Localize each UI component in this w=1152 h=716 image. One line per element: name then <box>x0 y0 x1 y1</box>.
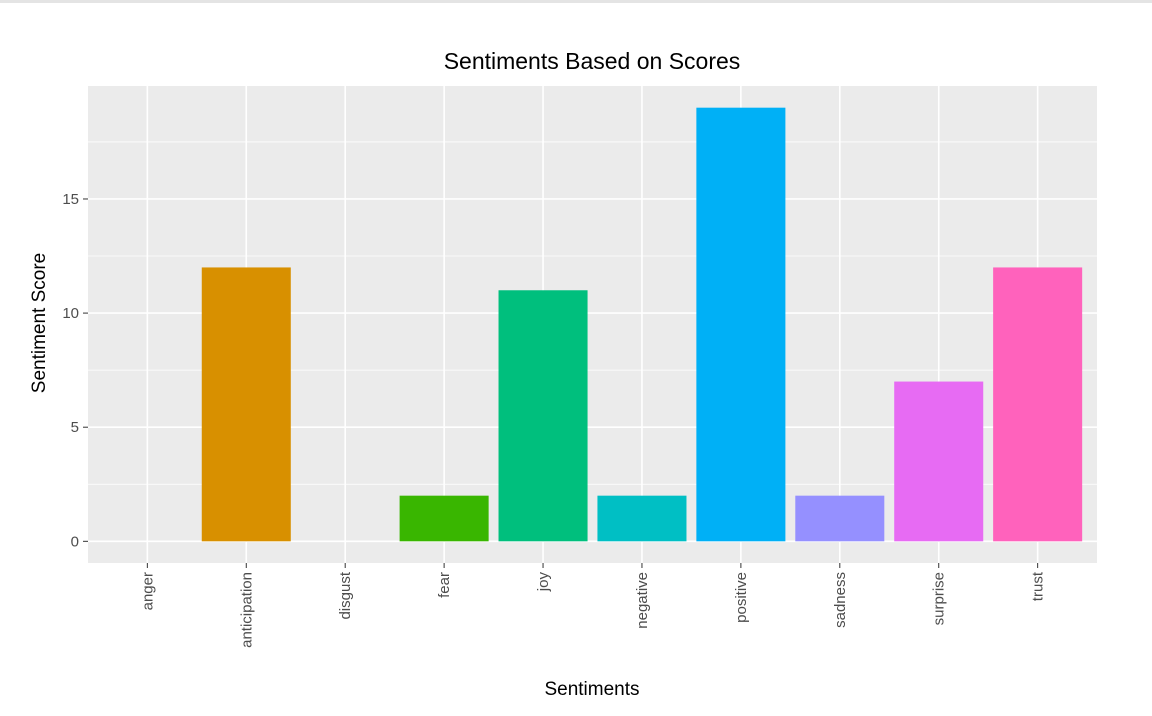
bar-trust <box>993 267 1083 542</box>
x-tick-label: disgust <box>337 571 354 619</box>
x-tick-label: sadness <box>832 572 849 628</box>
y-tick-label: 15 <box>62 191 79 208</box>
x-tick-label: anticipation <box>238 572 255 648</box>
x-tick-label: joy <box>535 572 552 593</box>
y-axis-title: Sentiment Score <box>29 253 50 393</box>
bars <box>201 107 1083 542</box>
y-tick-label: 10 <box>62 305 79 322</box>
x-tick-label: positive <box>733 572 750 623</box>
bar-surprise <box>894 381 984 542</box>
x-tick-label: trust <box>1030 571 1047 601</box>
y-axis: 0 5 10 15 <box>62 191 88 550</box>
bar-sadness <box>795 495 885 542</box>
bar-fear <box>399 495 489 542</box>
bar-anticipation <box>201 267 291 542</box>
y-tick-label: 5 <box>71 419 79 436</box>
chart-title: Sentiments Based on Scores <box>444 48 741 74</box>
bar-positive <box>696 107 786 542</box>
x-tick-label: anger <box>139 572 156 610</box>
x-tick-label: surprise <box>931 572 948 625</box>
top-divider <box>0 0 1152 3</box>
x-tick-label: negative <box>634 572 651 629</box>
y-tick-label: 0 <box>71 533 79 550</box>
bar-joy <box>498 290 588 542</box>
x-axis: anger anticipation disgust fear joy negative p… <box>139 563 1047 648</box>
x-axis-title: Sentiments <box>544 679 639 700</box>
bar-negative <box>597 495 687 542</box>
x-tick-label: fear <box>436 572 453 598</box>
